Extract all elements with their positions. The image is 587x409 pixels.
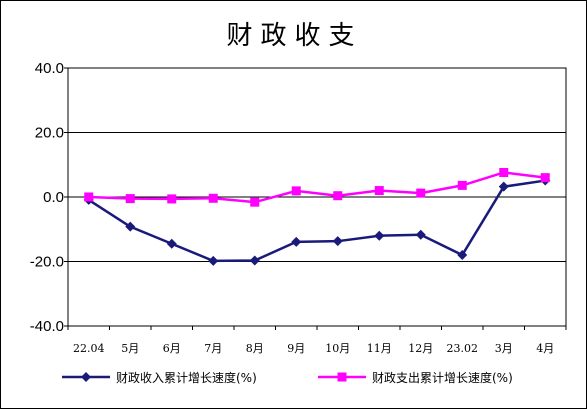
y-tick-label: -40.0 xyxy=(30,318,64,335)
y-tick-label: 20.0 xyxy=(35,125,64,142)
data-point-1 xyxy=(249,255,260,266)
x-tick-label: 7月 xyxy=(204,342,222,355)
data-point-2 xyxy=(125,194,135,204)
data-point-1 xyxy=(332,236,343,247)
series-line-1 xyxy=(88,179,546,263)
legend-label-1: 财政收入累计增长速度(%) xyxy=(116,370,257,385)
data-point-1 xyxy=(498,181,509,192)
series-line-2 xyxy=(88,171,546,204)
data-point-2 xyxy=(499,167,509,177)
legend-label-2: 财政支出累计增长速度(%) xyxy=(372,370,513,385)
data-point-2 xyxy=(291,186,301,196)
data-point-1 xyxy=(208,255,219,266)
data-point-2 xyxy=(374,186,384,196)
data-point-2 xyxy=(457,180,467,190)
x-tick-label: 8月 xyxy=(246,342,264,355)
y-tick-label: -20.0 xyxy=(30,254,64,271)
legend-marker-2 xyxy=(337,372,347,382)
data-point-2 xyxy=(416,188,426,198)
data-point-1 xyxy=(457,250,468,261)
x-tick-label: 3月 xyxy=(495,342,513,355)
data-point-2 xyxy=(208,193,218,203)
x-tick-label: 11月 xyxy=(367,342,392,355)
legend-marker-1 xyxy=(81,372,91,382)
data-point-1 xyxy=(166,238,177,249)
data-point-2 xyxy=(84,192,94,202)
data-point-1 xyxy=(291,236,302,247)
x-tick-label: 9月 xyxy=(287,342,305,355)
x-tick-label: 22.04 xyxy=(73,342,105,355)
x-tick-label: 23.02 xyxy=(447,342,479,355)
data-point-2 xyxy=(540,173,550,183)
y-tick-label: 0.0 xyxy=(43,189,64,206)
data-point-2 xyxy=(333,191,343,201)
chart-title: 财政收支 xyxy=(226,21,363,51)
data-point-1 xyxy=(374,230,385,241)
data-point-2 xyxy=(250,197,260,207)
data-point-1 xyxy=(415,229,426,240)
x-tick-label: 10月 xyxy=(325,342,350,355)
x-tick-label: 4月 xyxy=(536,342,554,355)
x-tick-label: 6月 xyxy=(163,342,181,355)
data-point-2 xyxy=(167,194,177,204)
data-point-1 xyxy=(125,221,136,232)
y-tick-label: 40.0 xyxy=(35,60,64,77)
x-tick-label: 5月 xyxy=(121,342,139,355)
x-tick-label: 12月 xyxy=(408,342,433,355)
